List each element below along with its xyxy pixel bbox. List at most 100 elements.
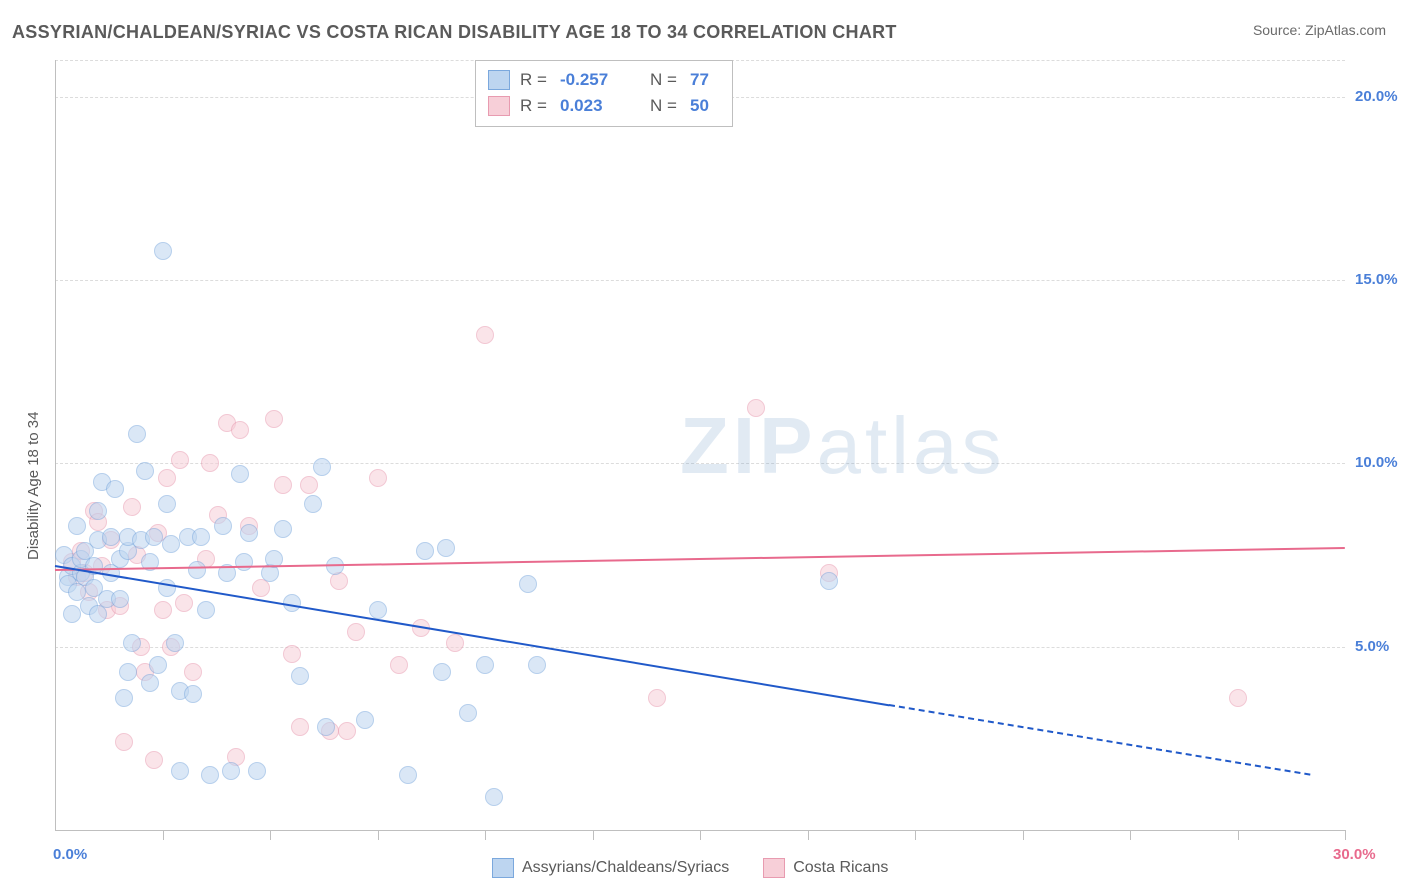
- r-value: -0.257: [560, 67, 640, 93]
- dot-series-a: [141, 674, 159, 692]
- r-label: R =: [520, 93, 550, 119]
- dot-series-a: [68, 517, 86, 535]
- dot-series-a: [119, 663, 137, 681]
- dot-series-a: [145, 528, 163, 546]
- source-value: ZipAtlas.com: [1305, 22, 1386, 38]
- dot-series-a: [102, 528, 120, 546]
- legend-item: Assyrians/Chaldeans/Syriacs: [492, 858, 729, 878]
- dot-series-a: [820, 572, 838, 590]
- dot-series-a: [356, 711, 374, 729]
- gridline: [55, 280, 1345, 281]
- dot-series-b: [145, 751, 163, 769]
- dot-series-b: [369, 469, 387, 487]
- dot-series-a: [519, 575, 537, 593]
- dot-series-b: [476, 326, 494, 344]
- dot-series-a: [399, 766, 417, 784]
- plot-area: 5.0%10.0%15.0%20.0%0.0%30.0%: [55, 60, 1345, 830]
- dot-series-a: [192, 528, 210, 546]
- legend-swatch: [763, 858, 785, 878]
- dot-series-a: [158, 495, 176, 513]
- x-tick: [163, 830, 164, 840]
- dot-series-a: [248, 762, 266, 780]
- dot-series-b: [347, 623, 365, 641]
- dot-series-a: [433, 663, 451, 681]
- dot-series-b: [390, 656, 408, 674]
- x-tick-label-left: 0.0%: [53, 846, 87, 863]
- dot-series-a: [476, 656, 494, 674]
- dot-series-b: [338, 722, 356, 740]
- dot-series-a: [235, 553, 253, 571]
- legend-label: Costa Ricans: [793, 859, 888, 877]
- dot-series-a: [231, 465, 249, 483]
- dot-series-a: [459, 704, 477, 722]
- x-tick: [1238, 830, 1239, 840]
- x-tick: [270, 830, 271, 840]
- x-tick-label-right: 30.0%: [1333, 846, 1376, 863]
- dot-series-b: [747, 399, 765, 417]
- dot-series-a: [222, 762, 240, 780]
- correlation-row: R =-0.257N =77: [488, 67, 720, 93]
- dot-series-a: [214, 517, 232, 535]
- dot-series-a: [184, 685, 202, 703]
- dot-series-b: [154, 601, 172, 619]
- r-label: R =: [520, 67, 550, 93]
- source-attribution: Source: ZipAtlas.com: [1253, 22, 1386, 38]
- x-tick: [593, 830, 594, 840]
- legend-swatch: [488, 70, 510, 90]
- dot-series-a: [111, 590, 129, 608]
- dot-series-a: [162, 535, 180, 553]
- dot-series-a: [128, 425, 146, 443]
- dot-series-b: [265, 410, 283, 428]
- x-tick: [700, 830, 701, 840]
- r-value: 0.023: [560, 93, 640, 119]
- legend-swatch: [492, 858, 514, 878]
- gridline: [55, 463, 1345, 464]
- dot-series-b: [648, 689, 666, 707]
- legend-item: Costa Ricans: [763, 858, 888, 878]
- legend-swatch: [488, 96, 510, 116]
- dot-series-a: [274, 520, 292, 538]
- dot-series-a: [437, 539, 455, 557]
- x-tick: [485, 830, 486, 840]
- dot-series-a: [528, 656, 546, 674]
- dot-series-b: [300, 476, 318, 494]
- dot-series-b: [446, 634, 464, 652]
- n-label: N =: [650, 67, 680, 93]
- dot-series-a: [89, 502, 107, 520]
- chart-container: { "title": "ASSYRIAN/CHALDEAN/SYRIAC VS …: [0, 0, 1406, 892]
- n-label: N =: [650, 93, 680, 119]
- dot-series-a: [197, 601, 215, 619]
- dot-series-b: [291, 718, 309, 736]
- dot-series-b: [1229, 689, 1247, 707]
- series-legend: Assyrians/Chaldeans/Syriacs Costa Ricans: [492, 858, 888, 878]
- dot-series-a: [369, 601, 387, 619]
- dot-series-a: [313, 458, 331, 476]
- dot-series-a: [416, 542, 434, 560]
- dot-series-a: [136, 462, 154, 480]
- x-tick: [1130, 830, 1131, 840]
- y-tick-label: 15.0%: [1355, 271, 1398, 288]
- y-axis-label: Disability Age 18 to 34: [25, 412, 42, 560]
- dot-series-b: [283, 645, 301, 663]
- dot-series-b: [171, 451, 189, 469]
- dot-series-b: [175, 594, 193, 612]
- dot-series-b: [115, 733, 133, 751]
- y-axis: [55, 60, 56, 830]
- dot-series-b: [201, 454, 219, 472]
- chart-title: ASSYRIAN/CHALDEAN/SYRIAC VS COSTA RICAN …: [12, 22, 897, 43]
- dot-series-a: [154, 242, 172, 260]
- legend-label: Assyrians/Chaldeans/Syriacs: [522, 859, 729, 877]
- x-tick: [1023, 830, 1024, 840]
- dot-series-b: [158, 469, 176, 487]
- correlation-row: R = 0.023N =50: [488, 93, 720, 119]
- y-tick-label: 20.0%: [1355, 88, 1398, 105]
- dot-series-a: [106, 480, 124, 498]
- dot-series-b: [274, 476, 292, 494]
- dot-series-a: [201, 766, 219, 784]
- y-tick-label: 10.0%: [1355, 454, 1398, 471]
- dot-series-a: [149, 656, 167, 674]
- dot-series-b: [123, 498, 141, 516]
- dot-series-b: [184, 663, 202, 681]
- x-tick: [915, 830, 916, 840]
- x-tick: [808, 830, 809, 840]
